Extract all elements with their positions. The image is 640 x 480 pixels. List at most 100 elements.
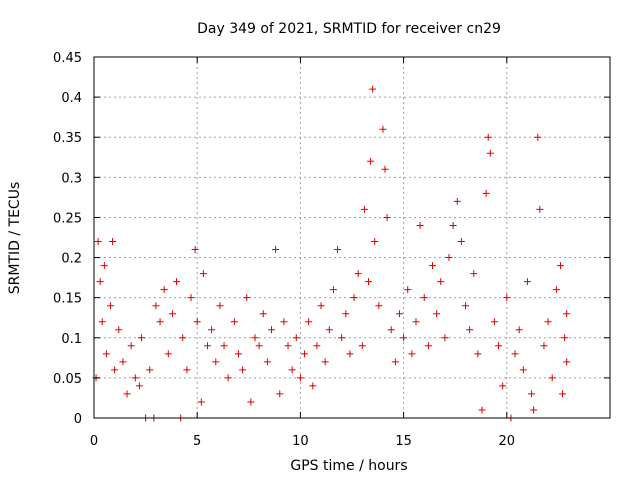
data-point <box>156 318 164 326</box>
data-point <box>548 374 556 382</box>
data-point <box>234 350 242 358</box>
data-point <box>230 318 238 326</box>
data-point <box>433 310 441 318</box>
data-point <box>540 342 548 350</box>
data-point <box>127 342 135 350</box>
data-point <box>412 318 420 326</box>
plot-frame <box>93 56 611 419</box>
data-point <box>98 318 106 326</box>
data-point <box>395 310 403 318</box>
x-axis-label: GPS time / hours <box>290 458 407 474</box>
data-point <box>379 125 387 133</box>
data-point <box>317 302 325 310</box>
data-point <box>530 406 538 414</box>
data-point <box>263 358 271 366</box>
data-point <box>204 342 212 350</box>
data-point <box>556 262 564 270</box>
data-point <box>338 334 346 342</box>
data-point <box>284 342 292 350</box>
data-point <box>224 374 232 382</box>
data-point <box>135 382 143 390</box>
data-point <box>296 374 304 382</box>
data-point <box>115 326 123 334</box>
data-point <box>268 326 276 334</box>
y-tick-label: 0.3 <box>61 171 82 186</box>
data-point <box>191 246 199 254</box>
data-point <box>482 189 490 197</box>
y-tick-label: 0.05 <box>53 372 82 387</box>
data-point <box>276 390 284 398</box>
x-tick-label: 5 <box>193 434 201 449</box>
data-point <box>272 246 280 254</box>
data-point <box>309 382 317 390</box>
data-point <box>168 310 176 318</box>
data-point <box>449 221 457 229</box>
data-point <box>107 302 115 310</box>
y-axis-label: SRMTID / TECUs <box>7 182 23 295</box>
data-point <box>490 318 498 326</box>
data-point <box>146 366 154 374</box>
data-point <box>478 406 486 414</box>
data-point <box>486 149 494 157</box>
data-point <box>445 254 453 262</box>
data-point <box>350 294 358 302</box>
data-point <box>183 366 191 374</box>
data-point <box>220 342 228 350</box>
data-point <box>358 342 366 350</box>
y-tick-label: 0.2 <box>61 252 82 267</box>
data-point <box>563 310 571 318</box>
data-point <box>371 238 379 246</box>
data-point <box>94 238 102 246</box>
data-points <box>92 85 571 422</box>
data-point <box>495 342 503 350</box>
chart-title: Day 349 of 2021, SRMTID for receiver cn2… <box>197 21 501 37</box>
data-point <box>301 350 309 358</box>
data-point <box>365 278 373 286</box>
data-point <box>199 270 207 278</box>
data-point <box>466 326 474 334</box>
data-point <box>111 366 119 374</box>
data-point <box>499 382 507 390</box>
data-point <box>457 238 465 246</box>
data-point <box>329 286 337 294</box>
data-point <box>160 286 168 294</box>
data-point <box>528 390 536 398</box>
data-point <box>453 197 461 205</box>
data-point <box>503 294 511 302</box>
data-point <box>369 85 377 93</box>
data-point <box>259 310 267 318</box>
data-point <box>255 342 263 350</box>
data-point <box>251 334 259 342</box>
data-point <box>197 398 205 406</box>
data-point <box>367 157 375 165</box>
data-point <box>559 390 567 398</box>
data-point <box>424 342 432 350</box>
data-point <box>216 302 224 310</box>
axis-ticks: 0 0.05 0.1 0.15 0.2 0.25 0.3 0.35 0.4 0.45 0 5 10 15 2… <box>53 51 610 449</box>
data-point <box>288 366 296 374</box>
data-point <box>544 318 552 326</box>
data-point <box>313 342 321 350</box>
data-point <box>523 278 531 286</box>
data-point <box>404 286 412 294</box>
x-tick-label: 0 <box>90 434 98 449</box>
data-point <box>119 358 127 366</box>
data-point <box>212 358 220 366</box>
data-point <box>462 302 470 310</box>
data-point <box>441 334 449 342</box>
grid <box>94 57 610 418</box>
data-point <box>193 318 201 326</box>
data-point <box>346 350 354 358</box>
data-point <box>470 270 478 278</box>
data-point <box>321 358 329 366</box>
data-point <box>325 326 333 334</box>
data-point <box>383 213 391 221</box>
data-point <box>375 302 383 310</box>
data-point <box>381 165 389 173</box>
y-tick-label: 0.45 <box>53 51 82 66</box>
y-tick-label: 0.4 <box>61 91 82 106</box>
data-point <box>387 326 395 334</box>
y-tick-label: 0.25 <box>53 211 82 226</box>
data-point <box>123 390 131 398</box>
